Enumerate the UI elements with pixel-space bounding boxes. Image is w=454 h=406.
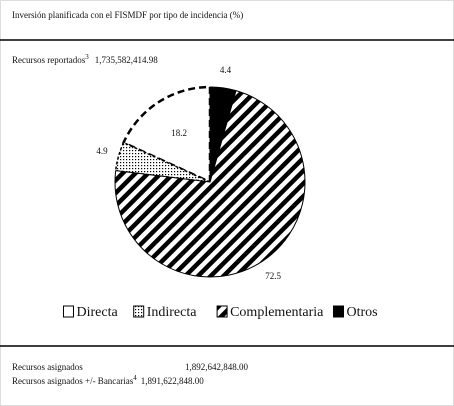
assigned-bank-label: Recursos asignados +/- Bancarias [12, 376, 134, 386]
value-label: 18.2 [171, 128, 187, 138]
legend-label: Otros [347, 305, 378, 320]
value-label: 72.5 [265, 271, 281, 281]
reported-note: 3 [85, 53, 89, 61]
assigned-bank-note: 4 [133, 374, 137, 382]
reported-label: Recursos reportados [12, 55, 86, 65]
pie-slice [114, 89, 306, 278]
assigned-label: Recursos asignados [12, 362, 83, 372]
value-label: 4.9 [96, 146, 108, 156]
reported: Recursos reportados3 1,735,582,414.98 [12, 53, 158, 65]
reported-value: 1,735,582,414.98 [95, 55, 159, 65]
assigned-bank-value: 1,891,622,848.00 [141, 376, 205, 386]
legend-swatch [333, 305, 344, 318]
legend-swatch [216, 305, 228, 318]
legend-swatch [133, 305, 145, 318]
assigned-bank: Recursos asignados +/- Bancarias4 1,891,6… [12, 374, 204, 386]
pie-slice [121, 85, 212, 184]
assigned-value: 1,892,642,848.00 [185, 362, 249, 372]
legend-label: Complementaria [230, 305, 324, 320]
legend-label: Indirecta [147, 305, 198, 320]
pie-slice [114, 141, 211, 183]
value-label: 4.4 [220, 65, 232, 75]
legend-label: Directa [77, 305, 119, 320]
pie-slice [209, 86, 237, 183]
legend-swatch [63, 305, 74, 318]
chart-title: Inversión planificada con el FISMDF por … [12, 10, 243, 20]
